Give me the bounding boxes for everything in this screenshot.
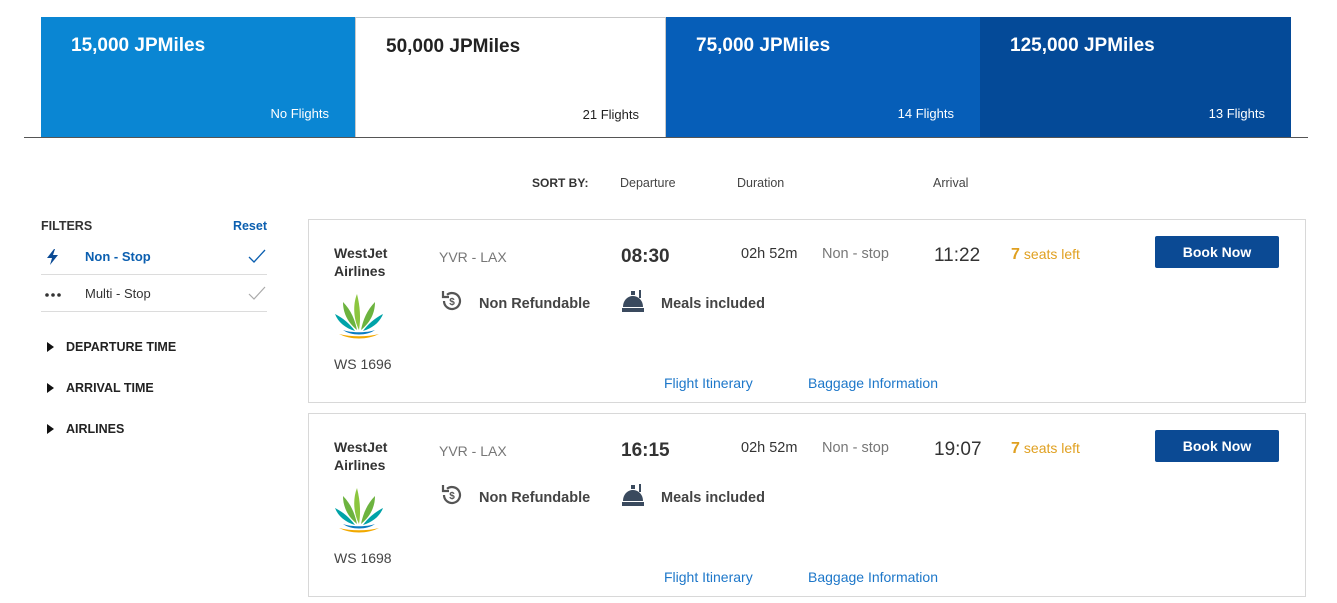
tab-title: 50,000 JPMiles [386,36,521,57]
flight-route: YVR - LAX [439,249,507,265]
westjet-logo-icon [335,294,383,339]
caret-right-icon [47,342,54,352]
filter-section-departure-time[interactable]: DEPARTURE TIME [41,340,267,383]
meal-icon [622,484,644,506]
flight-duration: 02h 52m [741,246,798,262]
seats-text: seats left [1023,440,1080,456]
section-label: ARRIVAL TIME [66,381,154,395]
filter-section-airlines[interactable]: AIRLINES [41,422,267,465]
flight-number: WS 1696 [334,356,392,372]
non-refundable-icon: $ [441,485,462,505]
filter-multi-stop[interactable]: Multi - Stop [41,275,267,312]
departure-time: 16:15 [621,440,670,461]
filters-header: FILTERS Reset [41,214,267,238]
tab-divider [24,137,1308,138]
refund-policy: Non Refundable [479,490,591,506]
lightning-icon [47,249,58,265]
seats-left: 7 seats left [1011,246,1080,264]
check-icon [248,249,266,263]
meal-icon [622,290,644,312]
filters-title: FILTERS [41,219,93,233]
sort-duration[interactable]: Duration [737,176,785,190]
tab-15000-miles[interactable]: 15,000 JPMiles No Flights [41,17,355,138]
arrival-time: 11:22 [934,245,981,266]
seats-left: 7 seats left [1011,440,1080,458]
seats-count: 7 [1011,440,1020,457]
section-label: AIRLINES [66,422,125,436]
baggage-information-link[interactable]: Baggage Information [808,569,938,585]
book-now-button[interactable]: Book Now [1155,430,1279,462]
reset-link[interactable]: Reset [232,219,267,233]
flight-duration: 02h 52m [741,440,798,456]
tab-title: 15,000 JPMiles [71,35,206,56]
tab-50000-miles[interactable]: 50,000 JPMiles 21 Flights [355,17,666,138]
svg-text:$: $ [449,297,455,308]
non-refundable-icon: $ [441,291,462,311]
dots-icon [45,293,61,297]
stops-info: Non - stop [822,440,889,456]
tab-flight-count: 13 Flights [1208,106,1265,121]
departure-time: 08:30 [621,246,670,267]
tab-flight-count: No Flights [270,106,329,121]
sort-arrival[interactable]: Arrival [933,176,969,190]
section-label: DEPARTURE TIME [66,340,177,354]
refund-policy: Non Refundable [479,296,591,312]
filter-label: Multi - Stop [85,286,151,301]
stops-info: Non - stop [822,246,889,262]
book-now-button[interactable]: Book Now [1155,236,1279,268]
filter-non-stop[interactable]: Non - Stop [41,238,267,275]
baggage-information-link[interactable]: Baggage Information [808,375,938,391]
filter-section-arrival-time[interactable]: ARRIVAL TIME [41,381,267,424]
tab-flight-count: 14 Flights [897,106,954,121]
tab-title: 125,000 JPMiles [1010,35,1155,56]
airline-name: WestJet Airlines [334,245,388,279]
svg-text:$: $ [449,491,455,502]
miles-tabs: 15,000 JPMiles No Flights 50,000 JPMiles… [41,17,1291,138]
flight-route: YVR - LAX [439,443,507,459]
flight-card: WestJet Airlines WS 1698 YVR - LAX 16:15… [308,413,1306,597]
airline-name: WestJet Airlines [334,439,388,473]
filters-panel: FILTERS Reset Non - Stop Multi - Stop DE… [41,214,267,465]
seats-text: seats left [1023,246,1080,262]
flight-itinerary-link[interactable]: Flight Itinerary [664,375,753,391]
tab-125000-miles[interactable]: 125,000 JPMiles 13 Flights [980,17,1291,138]
westjet-logo-icon [335,488,383,533]
caret-right-icon [47,383,54,393]
sort-by-label: SORT BY: [532,176,589,190]
check-icon [248,286,266,300]
flight-number: WS 1698 [334,550,392,566]
meal-info: Meals included [661,490,765,506]
flight-itinerary-link[interactable]: Flight Itinerary [664,569,753,585]
seats-count: 7 [1011,246,1020,263]
tab-flight-count: 21 Flights [582,107,639,122]
tab-title: 75,000 JPMiles [696,35,831,56]
sort-departure[interactable]: Departure [620,176,676,190]
flight-card: WestJet Airlines WS 1696 YVR - LAX 08:30… [308,219,1306,403]
tab-75000-miles[interactable]: 75,000 JPMiles 14 Flights [666,17,980,138]
meal-info: Meals included [661,296,765,312]
caret-right-icon [47,424,54,434]
arrival-time: 19:07 [934,439,982,460]
filter-label: Non - Stop [85,249,151,264]
